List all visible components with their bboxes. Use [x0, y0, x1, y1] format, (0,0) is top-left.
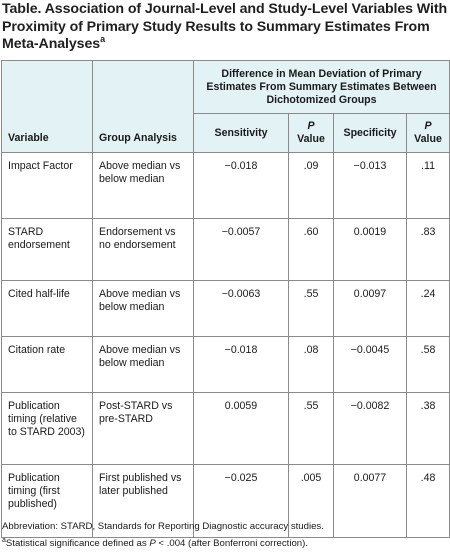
cell-p-specificity: .38 — [405, 392, 450, 465]
table-row: Cited half-life Above median vs below me… — [1, 280, 450, 337]
cell-group: Above median vs below median — [92, 280, 194, 337]
table-row: Citation rate Above median vs below medi… — [1, 336, 450, 393]
cell-p-specificity: .24 — [405, 280, 450, 337]
cell-p-sensitivity: .55 — [288, 392, 334, 465]
cell-variable: STARD endorsement — [1, 218, 93, 281]
cell-specificity: −0.013 — [333, 152, 407, 219]
cell-variable: Publication timing (relative to STARD 20… — [1, 392, 93, 465]
cell-specificity: 0.0019 — [333, 218, 407, 281]
table-row: Publication timing (relative to STARD 20… — [1, 392, 450, 465]
cell-variable: Cited half-life — [1, 280, 93, 337]
table-row: Publication timing (first published) Fir… — [1, 464, 450, 538]
header-variable: Variable — [1, 60, 93, 153]
cell-variable: Impact Factor — [1, 152, 93, 219]
title-footnote-marker: a — [100, 34, 105, 44]
header-difference-group: Difference in Mean Deviation of Primary … — [192, 60, 450, 114]
cell-group: First published vs later published — [92, 464, 194, 538]
cell-sensitivity: −0.0063 — [193, 280, 289, 337]
cell-variable: Publication timing (first published) — [1, 464, 93, 538]
header-sensitivity: Sensitivity — [193, 113, 289, 153]
cell-sensitivity: −0.018 — [193, 152, 289, 219]
footnote-a: aStatistical significance defined as P <… — [2, 537, 309, 549]
cell-group: Endorsement vs no endorsement — [92, 218, 194, 281]
cell-group: Above median vs below median — [92, 152, 194, 219]
cell-p-sensitivity: .09 — [288, 152, 334, 219]
cell-group: Post-STARD vs pre-STARD — [92, 392, 194, 465]
results-table: Variable Group Analysis Difference in Me… — [1, 60, 450, 538]
cell-p-specificity: .58 — [405, 336, 450, 393]
cell-group: Above median vs below median — [92, 336, 194, 393]
cell-variable: Citation rate — [1, 336, 93, 393]
cell-sensitivity: 0.0059 — [193, 392, 289, 465]
cell-p-specificity: .48 — [405, 464, 450, 538]
cell-p-specificity: .11 — [405, 152, 450, 219]
cell-sensitivity: −0.018 — [193, 336, 289, 393]
cell-p-specificity: .83 — [405, 218, 450, 281]
table-row: Impact Factor Above median vs below medi… — [1, 152, 450, 219]
header-p-value-sensitivity: P Value — [288, 113, 334, 153]
cell-specificity: −0.0082 — [333, 392, 407, 465]
header-specificity: Specificity — [333, 113, 407, 153]
cell-specificity: −0.0045 — [333, 336, 407, 393]
cell-p-sensitivity: .55 — [288, 280, 334, 337]
cell-sensitivity: −0.025 — [193, 464, 289, 538]
cell-sensitivity: −0.0057 — [193, 218, 289, 281]
table-row: STARD endorsement Endorsement vs no endo… — [1, 218, 450, 281]
table-title: Table. Association of Journal-Level and … — [2, 1, 448, 52]
header-row-bottom: Sensitivity P Value Specificity P Value — [2, 113, 450, 153]
header-p-value-specificity: P Value — [405, 113, 450, 153]
cell-p-sensitivity: .60 — [288, 218, 334, 281]
header-group-analysis: Group Analysis — [92, 60, 194, 153]
cell-specificity: 0.0077 — [333, 464, 407, 538]
cell-specificity: 0.0097 — [333, 280, 407, 337]
cell-p-sensitivity: .08 — [288, 336, 334, 393]
header-row-top: Variable Group Analysis Difference in Me… — [1, 60, 450, 153]
footnote-abbreviation: Abbreviation: STARD, Standards for Repor… — [2, 521, 324, 532]
